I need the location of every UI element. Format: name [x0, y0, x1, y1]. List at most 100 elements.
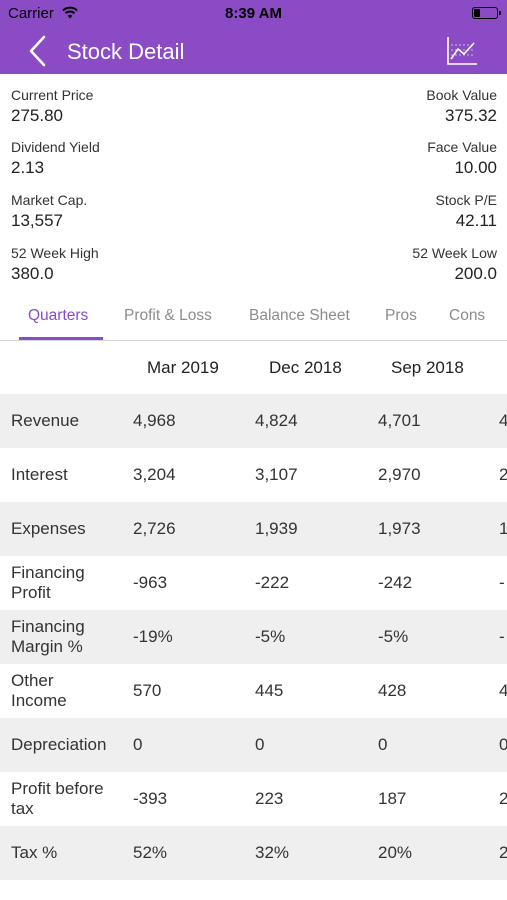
- tab-bar: Quarters Profit & Loss Balance Sheet Pro…: [0, 296, 507, 341]
- stat-value: 200.0: [454, 264, 497, 283]
- table-row: Tax % 52% 32% 20% 2: [0, 826, 507, 880]
- stat-value: 13,557: [11, 211, 63, 230]
- column-header: Dec 2018: [269, 358, 342, 377]
- status-time: 8:39 AM: [225, 5, 282, 22]
- book-value-stat: Book Value 375.32: [426, 87, 497, 126]
- table-cell: 4,701: [378, 411, 421, 430]
- row-label: Financing Profit: [11, 563, 85, 602]
- row-label: Expenses: [11, 519, 86, 538]
- table-cell: -: [499, 573, 505, 592]
- tab-cons[interactable]: Cons: [449, 307, 486, 324]
- dividend-yield-stat: Dividend Yield 2.13: [11, 139, 100, 178]
- stat-label: Book Value: [426, 87, 497, 103]
- table-cell: 0: [499, 735, 507, 754]
- column-header: Mar 2019: [147, 358, 219, 377]
- table-cell: 570: [133, 681, 162, 700]
- table-cell: -19%: [133, 627, 173, 646]
- table-cell: 0: [133, 735, 143, 754]
- table-cell: -: [499, 627, 505, 646]
- table-cell: 1: [499, 519, 507, 538]
- table-cell: 2: [499, 789, 507, 808]
- tab-pros[interactable]: Pros: [385, 307, 417, 324]
- stat-value: 2.13: [11, 158, 45, 177]
- table-cell: -222: [255, 573, 290, 592]
- table-cell: 1,973: [378, 519, 421, 538]
- stat-value: 275.80: [11, 106, 63, 125]
- table-row: Financing Profit -963 -222 -242 -: [0, 556, 507, 610]
- tab-profit-loss[interactable]: Profit & Loss: [124, 307, 212, 324]
- table-cell: 445: [255, 681, 284, 700]
- table-cell: 2,726: [133, 519, 176, 538]
- stat-label: 52 Week High: [11, 245, 99, 261]
- table-row: Profit before tax -393 223 187 2: [0, 772, 507, 826]
- row-label: Depreciation: [11, 735, 107, 754]
- face-value-stat: Face Value 10.00: [427, 139, 497, 178]
- chart-button[interactable]: [445, 35, 479, 67]
- table-row: Interest 3,204 3,107 2,970 2: [0, 448, 507, 502]
- stock-pe-stat: Stock P/E 42.11: [436, 192, 497, 231]
- chevron-left-icon: [26, 35, 56, 72]
- table-cell: 3,204: [133, 465, 176, 484]
- table-cell: 2: [499, 843, 507, 862]
- stat-value: 380.0: [11, 264, 54, 283]
- table-cell: 32%: [255, 843, 290, 862]
- row-label: Revenue: [11, 411, 80, 430]
- table-cell: 428: [378, 681, 407, 700]
- table-cell: 4,968: [133, 411, 176, 430]
- nav-bar: Stock Detail: [0, 28, 507, 74]
- stat-label: Face Value: [427, 139, 497, 155]
- wifi-icon: [62, 6, 78, 24]
- table-cell: 52%: [133, 843, 168, 862]
- stat-label: Stock P/E: [435, 192, 497, 208]
- row-label: Other Income: [11, 671, 67, 710]
- table-cell: 0: [378, 735, 388, 754]
- status-bar: Carrier 8:39 AM: [0, 0, 507, 28]
- stat-label: Current Price: [11, 87, 94, 103]
- table-cell: 20%: [378, 843, 413, 862]
- tab-quarters[interactable]: Quarters: [28, 307, 89, 324]
- battery-icon: [472, 7, 501, 19]
- row-label: Interest: [11, 465, 68, 484]
- table-cell: -242: [378, 573, 413, 592]
- table-cell: 1,939: [255, 519, 298, 538]
- line-chart-icon: [445, 37, 479, 71]
- table-row: Financing Margin % -19% -5% -5% -: [0, 610, 507, 664]
- table-cell: 187: [378, 789, 407, 808]
- row-label: Tax %: [11, 843, 58, 862]
- table-cell: 3,107: [255, 465, 298, 484]
- column-header: Sep 2018: [391, 358, 464, 377]
- table-header: Mar 2019 Dec 2018 Sep 2018: [0, 341, 507, 394]
- carrier-label: Carrier: [8, 5, 54, 22]
- row-label: Profit before tax: [11, 779, 104, 818]
- table-cell: -5%: [378, 627, 409, 646]
- table-cell: -393: [133, 789, 168, 808]
- table-cell: 4: [499, 681, 507, 700]
- table-cell: 2,970: [378, 465, 421, 484]
- back-button[interactable]: [26, 34, 56, 68]
- table-cell: -963: [133, 573, 168, 592]
- table-cell: 2: [499, 465, 507, 484]
- table-cell: 223: [255, 789, 284, 808]
- table-row: Depreciation 0 0 0 0: [0, 718, 507, 772]
- table-row: Expenses 2,726 1,939 1,973 1: [0, 502, 507, 556]
- week-high-stat: 52 Week High 380.0: [11, 245, 99, 284]
- stat-value: 42.11: [455, 211, 497, 230]
- table-cell: -5%: [255, 627, 286, 646]
- week-low-stat: 52 Week Low 200.0: [412, 245, 497, 284]
- stat-label: 52 Week Low: [412, 245, 497, 261]
- page-title: Stock Detail: [67, 39, 185, 64]
- stat-label: Dividend Yield: [11, 139, 100, 155]
- table-row: Revenue 4,968 4,824 4,701 4: [0, 394, 507, 448]
- stat-value: 375.32: [445, 106, 497, 125]
- table-cell: 0: [255, 735, 265, 754]
- table-row: Other Income 570 445 428 4: [0, 664, 507, 718]
- row-label: Financing Margin %: [11, 617, 85, 656]
- stat-label: Market Cap.: [11, 192, 88, 208]
- market-cap-stat: Market Cap. 13,557: [11, 192, 87, 231]
- current-price-stat: Current Price 275.80: [11, 87, 93, 126]
- table-cell: 4,824: [255, 411, 298, 430]
- active-tab-indicator: [19, 337, 103, 340]
- stat-value: 10.00: [454, 158, 497, 177]
- table-cell: 4: [499, 411, 507, 430]
- tab-balance-sheet[interactable]: Balance Sheet: [249, 307, 350, 324]
